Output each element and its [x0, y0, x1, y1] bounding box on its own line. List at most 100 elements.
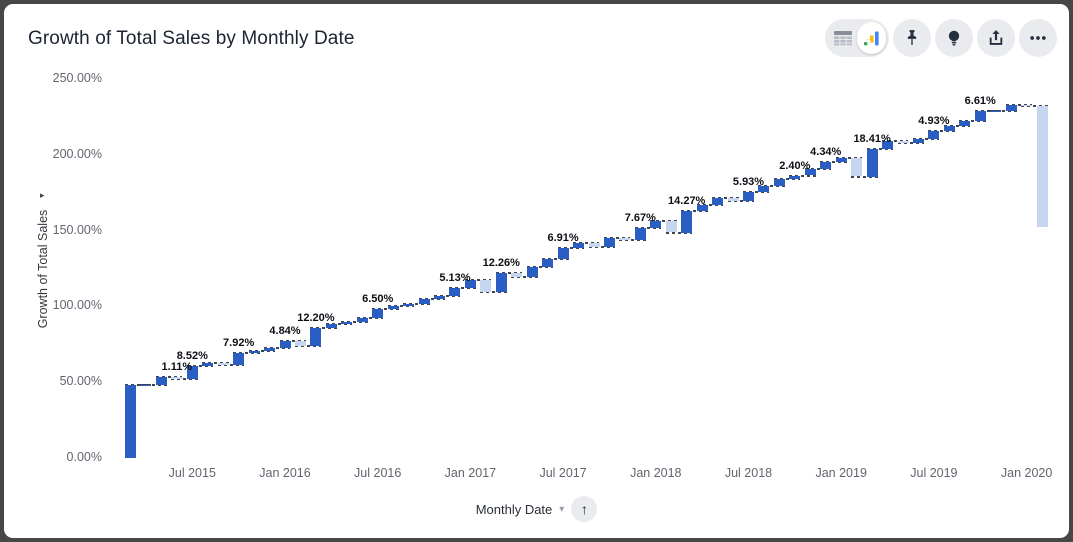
waterfall-bar[interactable] — [279, 340, 291, 349]
waterfall-bar[interactable] — [310, 327, 322, 346]
x-axis-tick-label: Jan 2016 — [259, 466, 311, 480]
waterfall-bar[interactable] — [573, 243, 585, 249]
pin-button[interactable] — [893, 19, 931, 57]
waterfall-connector — [573, 242, 600, 245]
y-axis-tick-label: 0.00% — [66, 450, 102, 464]
bar-value-label: 18.41% — [853, 132, 891, 145]
waterfall-bar[interactable] — [619, 237, 631, 240]
waterfall-bar[interactable] — [943, 125, 955, 132]
waterfall-bar[interactable] — [418, 299, 430, 305]
waterfall-bar[interactable] — [773, 179, 785, 186]
waterfall-bar[interactable] — [789, 175, 801, 180]
waterfall-bar[interactable] — [495, 273, 507, 292]
waterfall-bar[interactable] — [696, 204, 708, 211]
chevron-down-icon[interactable]: ▾ — [559, 503, 565, 515]
y-axis-tick-label: 50.00% — [59, 374, 102, 389]
bar-value-label: 5.93% — [732, 176, 765, 189]
waterfall-bar[interactable] — [974, 111, 986, 122]
waterfall-bar[interactable] — [557, 248, 569, 259]
waterfall-bar[interactable] — [202, 363, 214, 366]
waterfall-bar[interactable] — [387, 306, 399, 309]
waterfall-bar[interactable] — [526, 267, 538, 277]
waterfall-connector — [125, 384, 152, 387]
x-axis-title[interactable]: Monthly Date — [475, 501, 553, 517]
chart-card: Growth of Total Sales by Monthly Date — [4, 4, 1069, 538]
waterfall-bar[interactable] — [294, 340, 306, 346]
waterfall-bar[interactable] — [634, 227, 646, 240]
export-button[interactable] — [977, 19, 1015, 57]
sort-ascending-button[interactable]: ↑ — [571, 496, 598, 522]
waterfall-bar[interactable] — [959, 121, 971, 126]
waterfall-connector — [634, 226, 662, 229]
waterfall-bar[interactable] — [588, 243, 600, 247]
waterfall-bar[interactable] — [341, 322, 353, 325]
waterfall-bar[interactable] — [434, 295, 445, 300]
waterfall-bar[interactable] — [912, 138, 924, 144]
waterfall-bar[interactable] — [851, 157, 863, 177]
view-toggle[interactable] — [825, 19, 889, 57]
waterfall-bar[interactable] — [835, 157, 847, 163]
waterfall-connector — [1021, 104, 1048, 107]
waterfall-connector — [155, 375, 183, 378]
waterfall-bar[interactable] — [603, 237, 615, 247]
waterfall-bar[interactable] — [217, 363, 229, 365]
y-axis-tick-label: 200.00% — [52, 146, 102, 161]
table-view-icon[interactable] — [828, 22, 857, 54]
y-axis-tick-label: 250.00% — [52, 71, 102, 85]
waterfall-bar[interactable] — [403, 304, 415, 307]
waterfall-bar[interactable] — [542, 258, 554, 268]
waterfall-bar[interactable] — [480, 279, 492, 292]
waterfall-bar[interactable] — [928, 131, 940, 139]
x-axis-tick-label: Jul 2017 — [539, 466, 587, 480]
waterfall-bar[interactable] — [650, 221, 662, 228]
more-options-button[interactable] — [1019, 19, 1057, 57]
bar-value-label: 4.34% — [810, 146, 842, 159]
bar-value-label: 5.13% — [439, 271, 471, 284]
waterfall-connector — [619, 238, 646, 241]
waterfall-bar[interactable] — [1036, 105, 1048, 228]
waterfall-connector — [325, 323, 353, 326]
waterfall-bar[interactable] — [155, 376, 167, 385]
waterfall-bar[interactable] — [449, 287, 461, 296]
x-axis-tick-label: Jul 2018 — [724, 466, 773, 480]
waterfall-bar[interactable] — [140, 384, 152, 387]
waterfall-bar[interactable] — [727, 197, 739, 202]
waterfall-bar[interactable] — [1021, 104, 1033, 107]
waterfall-bar[interactable] — [866, 148, 878, 177]
waterfall-bar[interactable] — [758, 185, 770, 193]
waterfall-bar[interactable] — [248, 350, 260, 353]
waterfall-bar[interactable] — [743, 192, 754, 202]
waterfall-bar[interactable] — [712, 197, 724, 205]
waterfall-bar[interactable] — [882, 141, 894, 149]
waterfall-bar[interactable] — [990, 110, 1002, 113]
waterfall-bar[interactable] — [264, 348, 276, 351]
waterfall-bar[interactable] — [356, 318, 368, 323]
bar-value-label: 1.11% — [161, 360, 193, 373]
waterfall-bar[interactable] — [681, 210, 693, 233]
waterfall-bar[interactable] — [125, 385, 136, 458]
waterfall-bar[interactable] — [897, 141, 909, 144]
waterfall-connector — [959, 120, 986, 123]
x-axis-tick-label: Jan 2018 — [630, 466, 682, 480]
waterfall-bar[interactable] — [804, 168, 816, 176]
waterfall-bar[interactable] — [820, 162, 832, 169]
waterfall-connector — [186, 364, 214, 367]
waterfall-connector — [588, 245, 615, 248]
waterfall-bar[interactable] — [464, 279, 476, 288]
waterfall-connector — [418, 298, 445, 301]
chart-view-icon[interactable] — [857, 22, 886, 54]
waterfall-bar[interactable] — [233, 352, 245, 365]
waterfall-bar[interactable] — [372, 308, 384, 319]
waterfall-bar[interactable] — [511, 273, 523, 277]
waterfall-connector — [851, 175, 878, 178]
waterfall-bar[interactable] — [1005, 104, 1017, 111]
y-axis-expand-icon[interactable]: ▸ — [40, 190, 45, 200]
waterfall-connector — [990, 109, 1017, 112]
waterfall-bar[interactable] — [665, 221, 677, 233]
waterfall-connector — [758, 184, 785, 187]
waterfall-bar[interactable] — [325, 324, 337, 328]
waterfall-connector — [310, 326, 337, 329]
waterfall-bar[interactable] — [171, 376, 183, 379]
lightbulb-button[interactable] — [935, 19, 973, 57]
waterfall-bar[interactable] — [186, 365, 198, 379]
